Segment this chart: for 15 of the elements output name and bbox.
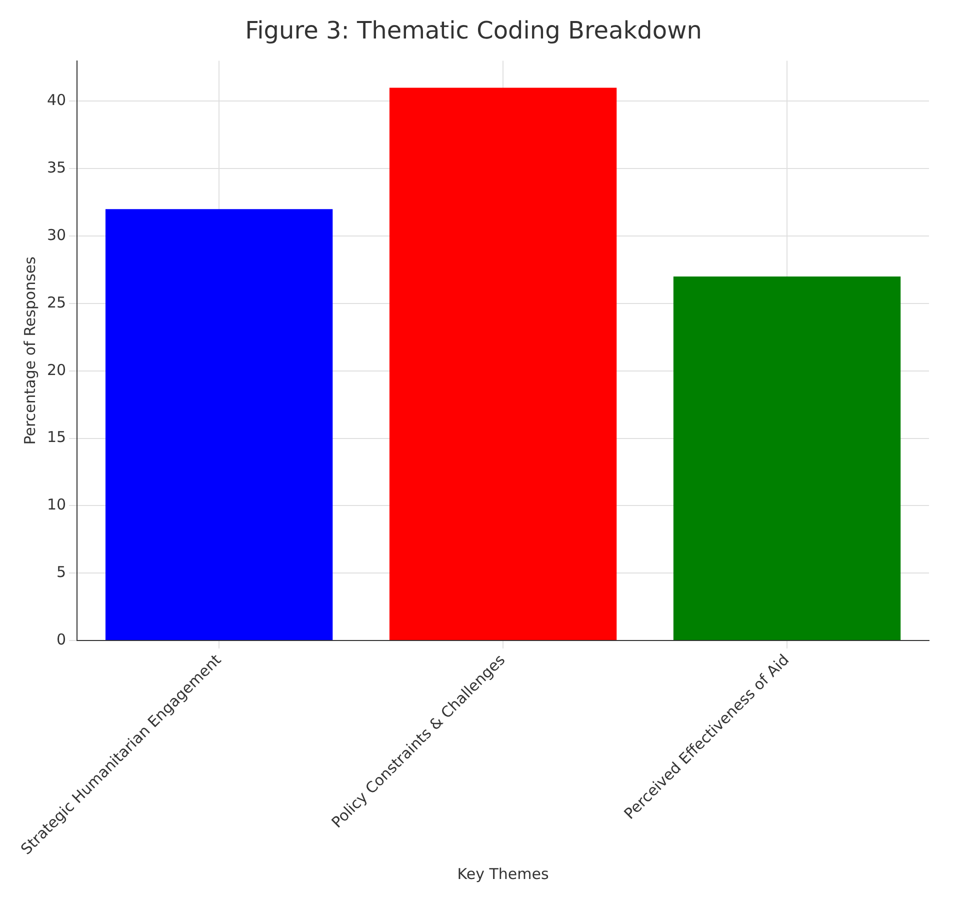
y-tick-label: 20 — [46, 360, 66, 379]
bar — [105, 209, 333, 640]
y-tick-label: 5 — [56, 563, 66, 582]
y-tick-label: 0 — [56, 630, 66, 648]
y-tick-label: 10 — [46, 496, 66, 514]
y-tick-label: 25 — [46, 293, 66, 312]
y-axis-title: Percentage of Responses — [20, 256, 39, 445]
bar — [389, 88, 617, 640]
x-axis-title: Key Themes — [457, 864, 549, 883]
bar — [673, 276, 901, 640]
y-tick-label: 35 — [46, 158, 66, 177]
y-tick-label: 40 — [46, 91, 66, 110]
y-tick-label: 30 — [46, 226, 66, 244]
chart-title: Figure 3: Thematic Coding Breakdown — [245, 16, 702, 45]
y-tick-label: 15 — [46, 428, 66, 446]
